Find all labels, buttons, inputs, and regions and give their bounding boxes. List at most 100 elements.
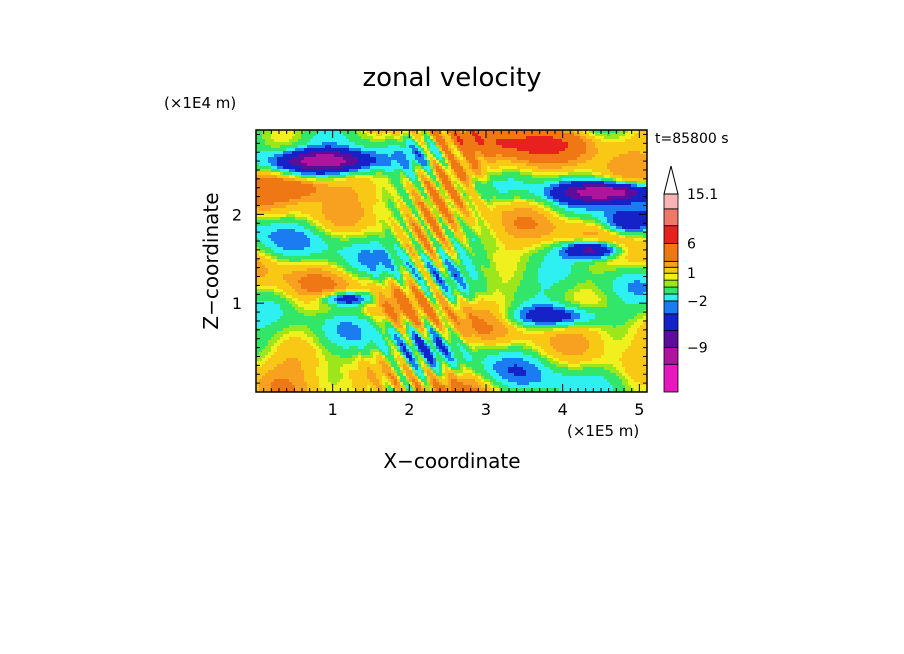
field-cell: [385, 208, 389, 212]
field-cell: [364, 136, 368, 140]
field-cell: [376, 382, 380, 386]
field-cell: [346, 370, 350, 374]
field-cell: [262, 253, 266, 257]
field-cell: [421, 298, 425, 302]
field-cell: [286, 181, 290, 185]
field-cell: [412, 271, 416, 275]
field-cell: [325, 382, 329, 386]
field-cell: [286, 358, 290, 362]
field-cell: [289, 187, 293, 191]
field-cell: [340, 301, 344, 305]
field-cell: [283, 334, 287, 338]
field-cell: [346, 361, 350, 365]
field-cell: [262, 313, 266, 317]
field-cell: [376, 379, 380, 383]
field-cell: [346, 331, 350, 335]
field-cell: [298, 220, 302, 224]
field-cell: [331, 187, 335, 191]
field-cell: [379, 328, 383, 332]
field-cell: [379, 223, 383, 227]
field-cell: [280, 256, 284, 260]
field-cell: [274, 238, 278, 242]
field-cell: [409, 340, 413, 344]
field-cell: [304, 301, 308, 305]
field-cell: [406, 295, 410, 299]
field-cell: [385, 343, 389, 347]
field-cell: [382, 313, 386, 317]
field-cell: [352, 364, 356, 368]
field-cell: [301, 175, 305, 179]
field-cell: [352, 277, 356, 281]
field-cell: [286, 313, 290, 317]
field-cell: [316, 220, 320, 224]
field-cell: [352, 319, 356, 323]
field-cell: [376, 340, 380, 344]
field-cell: [268, 211, 272, 215]
field-cell: [334, 316, 338, 320]
field-cell: [331, 373, 335, 377]
field-cell: [277, 292, 281, 296]
field-cell: [286, 388, 290, 392]
field-cell: [412, 376, 416, 380]
field-cell: [376, 199, 380, 203]
field-cell: [370, 166, 374, 170]
field-cell: [361, 271, 365, 275]
field-cell: [301, 316, 305, 320]
field-cell: [346, 313, 350, 317]
field-cell: [382, 301, 386, 305]
field-cell: [424, 172, 428, 176]
field-cell: [277, 310, 281, 314]
field-cell: [415, 208, 419, 212]
field-cell: [385, 136, 389, 140]
field-cell: [313, 388, 317, 392]
field-cell: [310, 310, 314, 314]
field-cell: [289, 145, 293, 149]
field-cell: [319, 172, 323, 176]
field-cell: [325, 337, 329, 341]
field-cell: [361, 376, 365, 380]
field-cell: [400, 373, 404, 377]
field-cell: [337, 268, 341, 272]
field-cell: [280, 181, 284, 185]
field-cell: [277, 259, 281, 263]
field-cell: [361, 241, 365, 245]
field-cell: [403, 181, 407, 185]
field-cell: [307, 232, 311, 236]
field-cell: [310, 205, 314, 209]
field-cell: [382, 373, 386, 377]
field-cell: [340, 157, 344, 161]
field-cell: [424, 319, 428, 323]
field-cell: [370, 151, 374, 155]
field-cell: [262, 184, 266, 188]
field-cell: [271, 361, 275, 365]
field-cell: [310, 277, 314, 281]
field-cell: [352, 316, 356, 320]
field-cell: [406, 241, 410, 245]
field-cell: [379, 292, 383, 296]
field-cell: [418, 220, 422, 224]
field-cell: [304, 331, 308, 335]
field-cell: [418, 379, 422, 383]
field-cell: [271, 226, 275, 230]
field-cell: [406, 193, 410, 197]
field-cell: [268, 142, 272, 146]
field-cell: [340, 361, 344, 365]
field-cell: [316, 178, 320, 182]
field-cell: [286, 166, 290, 170]
field-cell: [349, 157, 353, 161]
field-cell: [388, 235, 392, 239]
field-cell: [328, 256, 332, 260]
field-cell: [289, 382, 293, 386]
field-cell: [331, 277, 335, 281]
field-cell: [421, 250, 425, 254]
field-cell: [322, 259, 326, 263]
field-cell: [373, 151, 377, 155]
field-cell: [367, 337, 371, 341]
field-cell: [304, 172, 308, 176]
field-cell: [268, 292, 272, 296]
field-cell: [394, 292, 398, 296]
field-cell: [391, 337, 395, 341]
field-cell: [310, 163, 314, 167]
field-cell: [370, 343, 374, 347]
field-cell: [373, 238, 377, 242]
